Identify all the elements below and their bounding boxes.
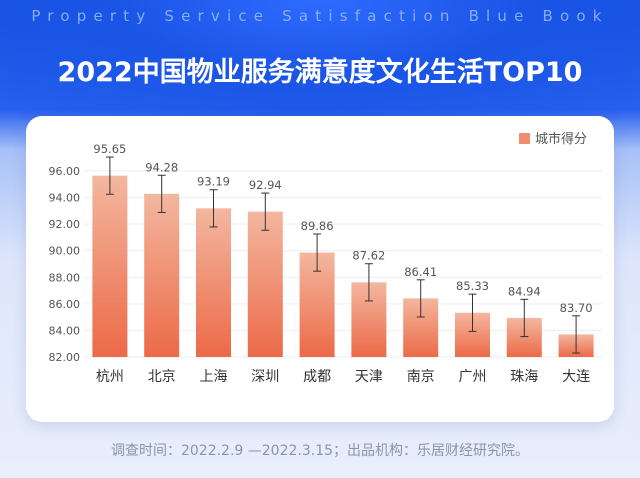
- y-tick-label: 92.00: [49, 218, 81, 231]
- category-label: 大连: [562, 369, 590, 385]
- y-tick-label: 96.00: [49, 165, 81, 178]
- category-label: 天津: [355, 369, 383, 385]
- value-label: 89.86: [301, 219, 334, 233]
- value-label: 95.65: [93, 142, 126, 156]
- y-tick-label: 94.00: [49, 192, 81, 205]
- bars: [92, 175, 594, 357]
- bar: [196, 208, 231, 357]
- y-tick-label: 88.00: [49, 271, 81, 284]
- category-labels: 杭州 北京 上海 深圳 成都 天津 南京 广州 珠海 大连: [96, 369, 590, 385]
- bar: [144, 193, 180, 357]
- value-labels: 95.65 94.28 93.19 92.94 89.86 87.62 86.41 85.33…: [93, 142, 592, 315]
- value-label: 83.70: [560, 301, 593, 315]
- y-tick-label: 90.00: [49, 245, 81, 258]
- y-tick-label: 84.00: [49, 324, 81, 337]
- footer-note: 调查时间：2022.2.9 —2022.3.15；出品机构：乐居财经研究院。: [110, 443, 530, 459]
- y-tick-label: 86.00: [49, 298, 81, 311]
- category-label: 深圳: [251, 369, 279, 385]
- category-label: 广州: [459, 369, 487, 385]
- category-label: 上海: [200, 369, 228, 385]
- bar: [247, 211, 283, 357]
- error-bars: [105, 156, 581, 354]
- legend-label: 城市得分: [535, 131, 587, 147]
- value-label: 86.41: [404, 265, 437, 279]
- header-band: [0, 0, 640, 120]
- value-label: 85.33: [456, 279, 489, 293]
- value-label: 84.94: [508, 284, 541, 298]
- legend: 城市得分: [519, 131, 587, 147]
- category-label: 北京: [148, 369, 176, 385]
- category-label: 南京: [407, 369, 435, 385]
- category-label: 珠海: [510, 369, 538, 385]
- bar: [92, 175, 128, 357]
- category-label: 杭州: [96, 369, 124, 385]
- y-axis-ticks: 82.00 84.00 86.00 88.00 90.00 92.00 94.00 96.00: [49, 165, 81, 364]
- legend-swatch: [519, 133, 530, 144]
- value-label: 87.62: [352, 249, 385, 263]
- english-subtitle: Property Service Satisfaction Blue Book: [31, 7, 609, 25]
- value-label: 94.28: [145, 160, 178, 174]
- page-title: 2022中国物业服务满意度文化生活TOP10: [57, 57, 583, 88]
- value-label: 92.94: [249, 178, 282, 192]
- value-label: 93.19: [197, 175, 230, 189]
- y-tick-label: 82.00: [49, 351, 81, 364]
- category-label: 成都: [303, 369, 331, 385]
